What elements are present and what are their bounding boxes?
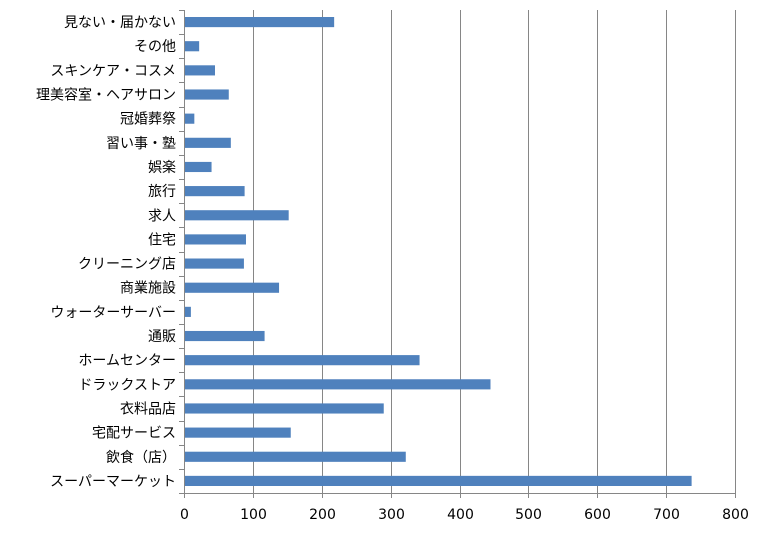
bar [185, 427, 291, 438]
category-label: 飲食（店） [106, 449, 176, 466]
category-labels: 見ない・届かないその他スキンケア・コスメ理美容室・ヘアサロン冠婚葬祭習い事・塾娯… [36, 15, 176, 490]
x-tick-label: 600 [584, 507, 611, 523]
category-label: 旅行 [148, 184, 176, 200]
category-label: クリーニング店 [78, 257, 176, 273]
category-label: その他 [134, 39, 176, 55]
x-tick-label: 400 [447, 507, 474, 523]
category-label: 冠婚葬祭 [120, 112, 176, 128]
bar [185, 186, 245, 197]
category-label: 住宅 [148, 232, 176, 248]
bar [185, 379, 491, 390]
x-tick-label: 700 [653, 507, 680, 523]
x-tick-labels: 0 100 200 300 400 500 600 700 800 [180, 507, 749, 523]
category-label: 商業施設 [120, 281, 176, 297]
x-tick-label: 300 [378, 507, 405, 523]
bar [185, 451, 406, 462]
category-label: ホームセンター [78, 353, 176, 369]
bar [185, 41, 200, 52]
bar [185, 258, 244, 269]
gridlines [253, 10, 736, 493]
bar [185, 234, 246, 245]
category-label: 娯楽 [148, 160, 176, 176]
bar [185, 210, 289, 221]
bar [185, 306, 191, 317]
axes [179, 10, 736, 498]
x-tick-label: 500 [515, 507, 542, 523]
bar [185, 113, 195, 124]
bar [185, 282, 280, 293]
x-tick-label: 800 [722, 507, 749, 523]
category-label: 宅配サービス [92, 426, 176, 442]
bar [185, 355, 420, 366]
bar [185, 137, 231, 148]
category-label: ウォーターサーバー [50, 305, 176, 321]
bar [185, 89, 229, 100]
bar [185, 65, 215, 76]
bars [185, 17, 692, 486]
x-tick-label: 200 [309, 507, 336, 523]
x-tick-label: 100 [240, 507, 267, 523]
category-label: 衣料品店 [120, 401, 176, 417]
category-label: ドラックストア [78, 377, 176, 393]
category-label: 通販 [148, 329, 176, 345]
category-label: 習い事・塾 [106, 136, 176, 152]
bar [185, 403, 384, 414]
x-tick-label: 0 [180, 507, 189, 523]
bar [185, 161, 212, 173]
bar [185, 330, 265, 342]
category-label: 求人 [148, 208, 176, 224]
category-label: 理美容室・ヘアサロン [36, 87, 176, 104]
category-label: スーパーマーケット [50, 474, 176, 490]
bar [185, 17, 335, 28]
category-label: 見ない・届かない [64, 15, 176, 31]
bar [185, 475, 692, 486]
category-label: スキンケア・コスメ [50, 63, 176, 79]
